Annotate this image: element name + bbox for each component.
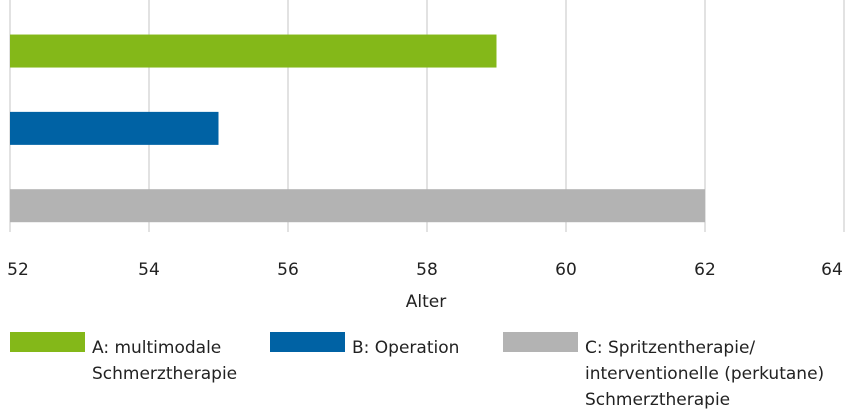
x-tick-label: 64: [821, 260, 843, 280]
x-tick-label: 60: [555, 260, 577, 280]
bar: [10, 189, 705, 223]
legend-label: B: Operation: [352, 338, 460, 358]
legend-swatch: [270, 332, 345, 352]
x-tick-label: 56: [277, 260, 299, 280]
x-tick-label: 54: [138, 260, 160, 280]
x-tick-label: 52: [7, 260, 29, 280]
x-tick-label: 62: [694, 260, 716, 280]
x-tick-label: 58: [416, 260, 438, 280]
bar: [10, 111, 219, 145]
legend-swatch: [503, 332, 578, 352]
x-axis-label: Alter: [406, 292, 446, 312]
bar: [10, 34, 497, 68]
legend-swatch: [10, 332, 85, 352]
legend-label: A: multimodale Schmerztherapie: [92, 338, 238, 384]
legend-label: C: Spritzentherapie/ interventionelle (p…: [585, 338, 825, 409]
